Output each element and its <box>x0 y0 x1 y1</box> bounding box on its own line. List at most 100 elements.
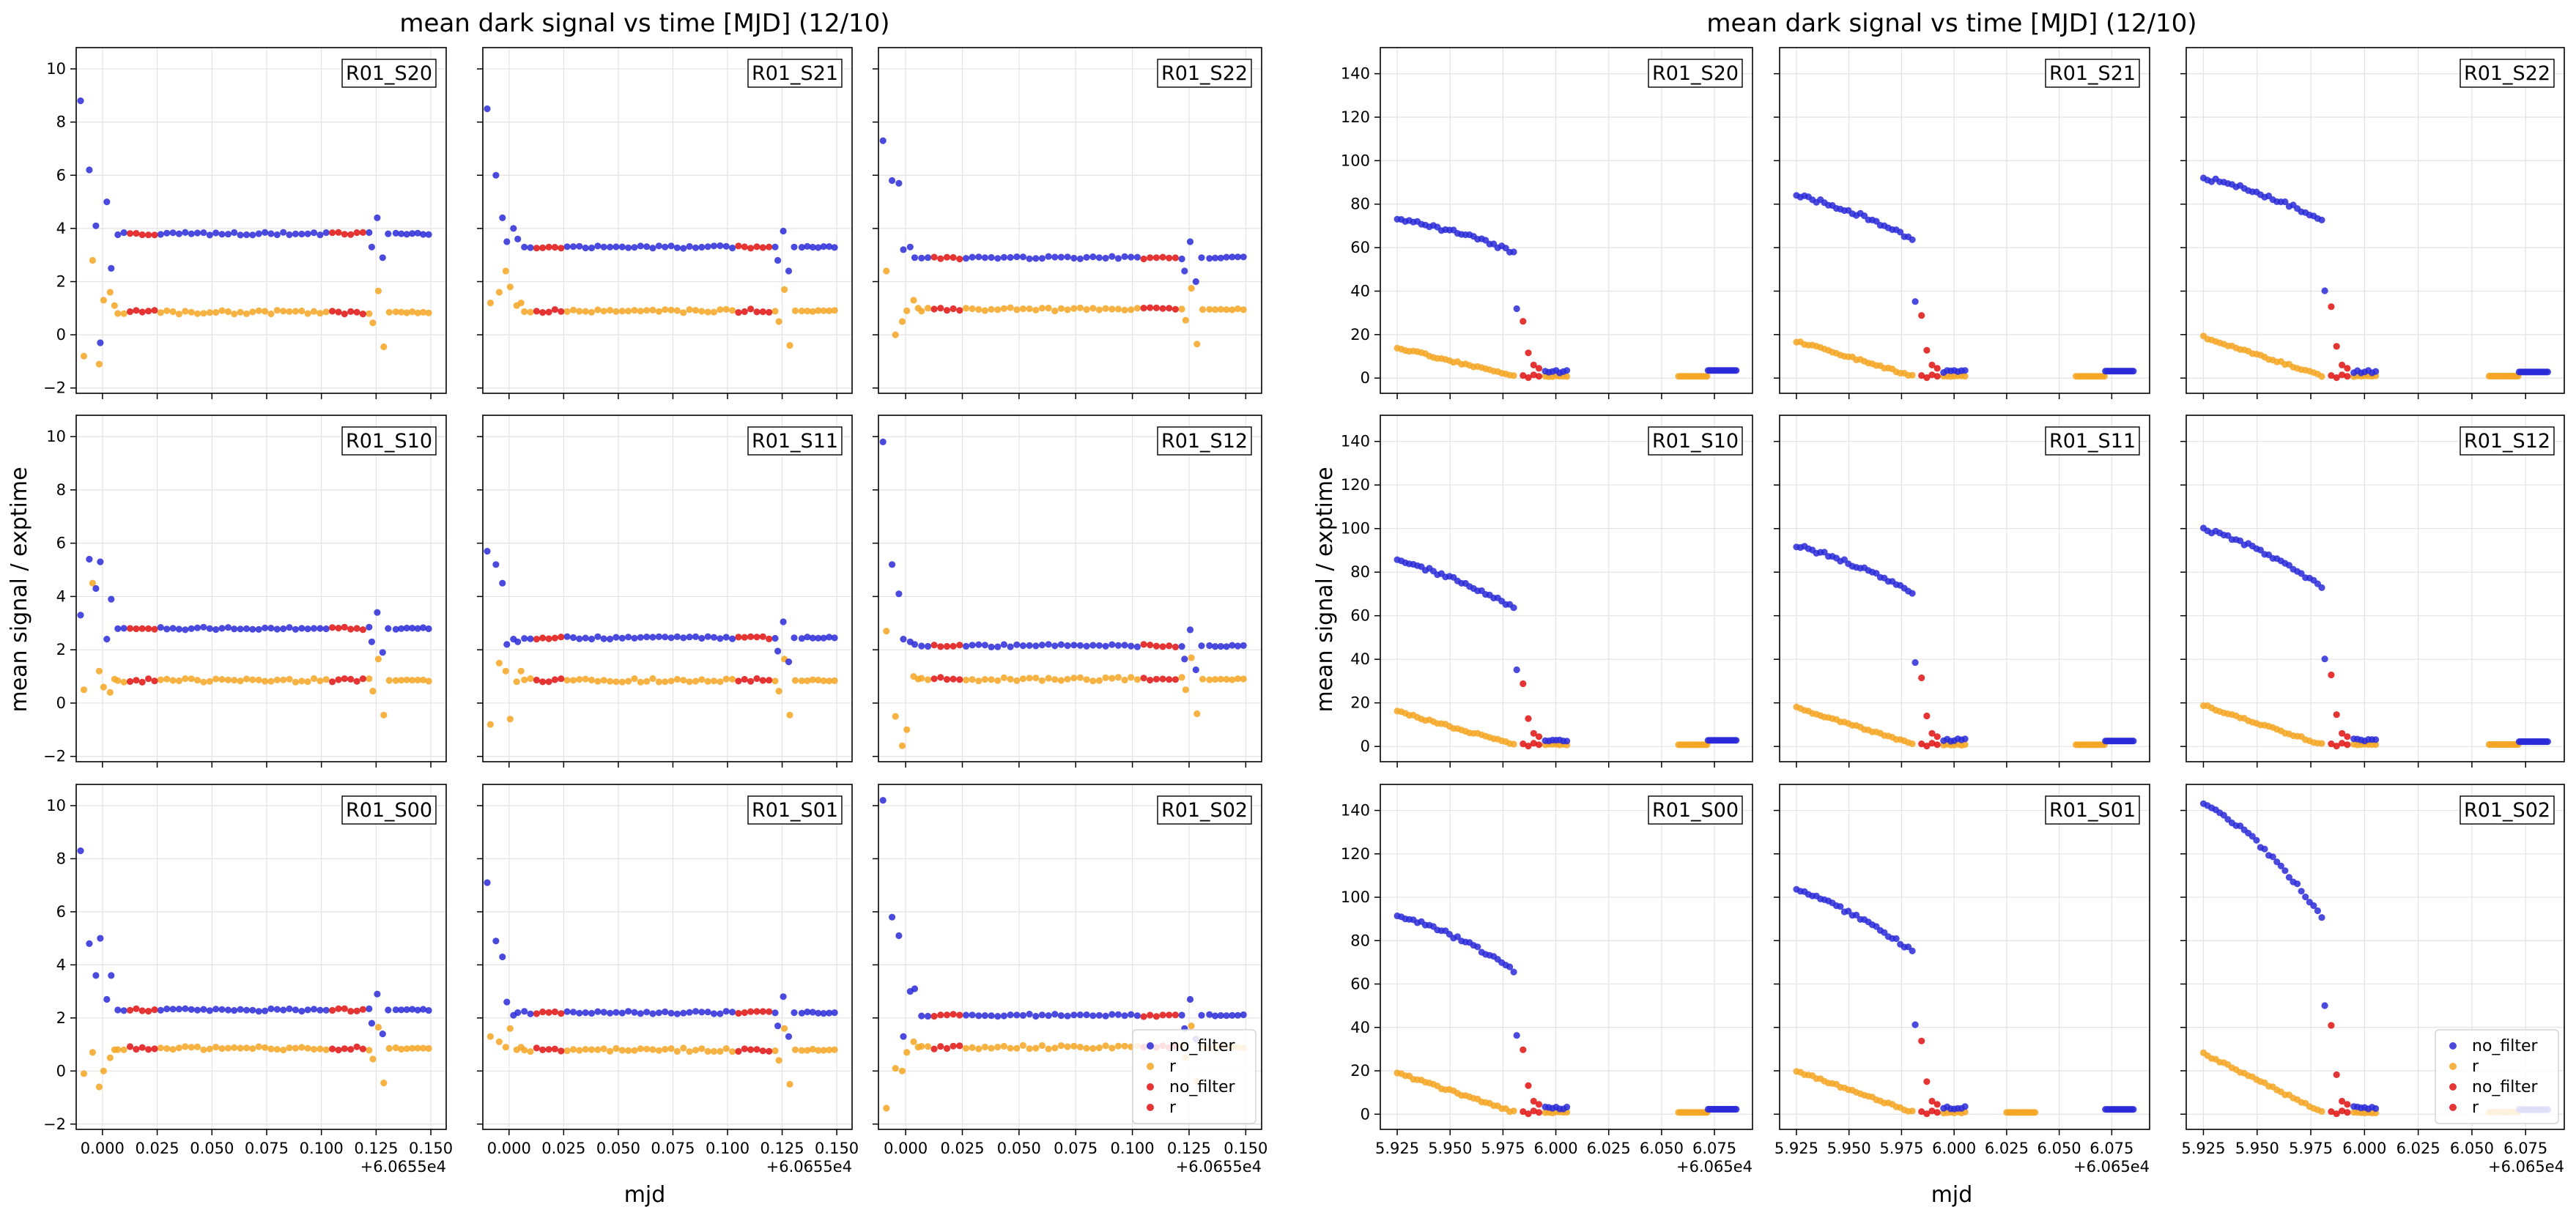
point-no-filter <box>262 624 269 632</box>
point-r-red <box>335 308 342 316</box>
point-no-filter <box>1186 238 1194 245</box>
y-tick-label: 120 <box>1341 108 1370 126</box>
point-r <box>820 307 827 314</box>
point-no-filter <box>704 1009 711 1016</box>
point-no-filter <box>1454 933 1461 940</box>
point-r <box>175 311 182 318</box>
point-r-red <box>1166 305 1173 312</box>
point-r-red <box>545 1046 552 1053</box>
point-r <box>625 1047 632 1054</box>
point-no-filter <box>304 230 311 237</box>
x-tick-label: 5.925 <box>1774 1140 1818 1157</box>
point-r <box>607 677 614 685</box>
point-no-filter-red <box>145 231 152 239</box>
point-r <box>975 1045 982 1052</box>
point-r-red <box>1159 305 1166 312</box>
point-no-filter <box>1240 1011 1247 1019</box>
y-tick-label: 10 <box>46 60 66 78</box>
point-no-filter-red <box>747 245 755 252</box>
panel-tag-box <box>341 795 437 825</box>
point-no-filter-red <box>1172 643 1179 651</box>
point-r <box>637 678 644 686</box>
point-r <box>521 1047 528 1054</box>
point-no-filter <box>780 993 787 1000</box>
left-figure-title: mean dark signal vs time [MJD] (12/10) <box>399 9 889 38</box>
panel-r01_s22: R01_S22 <box>873 47 1262 399</box>
point-no-filter <box>420 231 427 238</box>
point-no-filter <box>503 998 511 1006</box>
point-r <box>826 307 833 314</box>
point-r <box>2318 373 2325 380</box>
point-r <box>380 1080 388 1087</box>
point-r-red <box>747 305 755 313</box>
point-r-red <box>539 309 547 316</box>
point-no-filter <box>1057 641 1065 648</box>
point-no-filter <box>1206 642 1213 650</box>
point-r <box>618 1047 626 1054</box>
point-no-filter <box>1026 642 1033 650</box>
point-r <box>212 308 220 316</box>
point-r <box>722 305 730 313</box>
point-no-filter <box>120 1007 127 1014</box>
point-no-filter <box>975 1012 982 1020</box>
point-no-filter <box>722 242 730 250</box>
point-r <box>273 676 281 684</box>
point-r-red <box>2333 743 2340 750</box>
x-tick-label: 0.150 <box>815 1140 859 1157</box>
point-no-filter-red <box>766 635 773 643</box>
point-no-filter <box>492 171 500 179</box>
panel-tag-box <box>747 59 843 88</box>
point-no-filter <box>206 1007 213 1014</box>
point-no-filter <box>206 625 213 632</box>
point-no-filter <box>988 253 995 261</box>
panel-background <box>1780 415 2150 762</box>
point-r <box>826 1046 833 1054</box>
point-no-filter <box>918 642 925 650</box>
point-r <box>924 676 932 683</box>
point-no-filter-red <box>956 1011 963 1019</box>
point-no-filter <box>503 641 511 648</box>
point-r <box>717 1047 724 1055</box>
point-r <box>582 1046 589 1053</box>
point-no-filter <box>820 1010 827 1017</box>
y-tick-label: 60 <box>1350 239 1370 256</box>
point-no-filter <box>2130 738 2137 745</box>
x-tick-label: 0.125 <box>1167 1140 1211 1157</box>
point-no-filter <box>774 647 782 655</box>
point-no-filter <box>1223 253 1230 261</box>
point-r <box>267 677 275 685</box>
x-tick-label: 6.000 <box>1932 1140 1976 1157</box>
point-no-filter <box>267 1005 275 1012</box>
point-no-filter <box>379 1031 386 1038</box>
point-no-filter <box>1911 659 1919 666</box>
point-r <box>1212 306 1219 313</box>
point-r-red <box>2339 1107 2346 1115</box>
point-r-red <box>741 308 748 316</box>
panel-tag-box <box>1157 795 1252 825</box>
point-no-filter <box>1076 255 1084 262</box>
point-no-filter-red <box>1140 1013 1147 1020</box>
point-no-filter <box>521 635 528 642</box>
point-no-filter <box>771 1009 779 1017</box>
point-r <box>502 667 509 675</box>
point-no-filter <box>392 625 399 633</box>
point-no-filter <box>392 1006 399 1014</box>
point-r-red <box>145 308 152 315</box>
point-no-filter <box>499 953 506 961</box>
point-r <box>692 1047 700 1054</box>
point-r <box>771 308 779 315</box>
point-r <box>100 683 107 691</box>
point-no-filter-red <box>329 1006 336 1014</box>
point-r-red <box>533 1044 541 1052</box>
point-no-filter <box>826 1009 833 1017</box>
point-r-red <box>2344 373 2351 380</box>
point-r <box>200 310 207 317</box>
x-tick-label: 0.050 <box>596 1140 640 1157</box>
point-no-filter <box>188 230 195 237</box>
point-no-filter-red <box>735 242 742 250</box>
point-no-filter <box>1837 903 1844 910</box>
left-y-axis-label: mean signal / exptime <box>7 467 32 712</box>
point-no-filter <box>1007 643 1014 650</box>
point-no-filter <box>243 231 251 239</box>
point-r <box>775 1057 782 1064</box>
